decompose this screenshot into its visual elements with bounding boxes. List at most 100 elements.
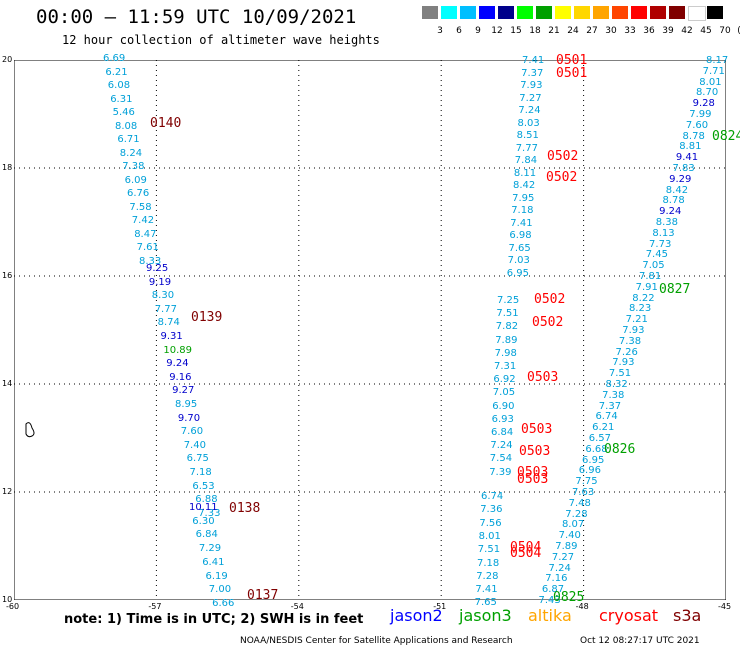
swh-value: 7.83: [672, 163, 695, 174]
swh-value: 7.73: [649, 238, 672, 250]
pass-label-0502b: 0502: [546, 170, 578, 185]
swh-value: 7.24: [490, 440, 513, 452]
color-scale-label: 12: [491, 26, 503, 36]
swh-value: 6.31: [110, 93, 133, 105]
pass-label-0501b: 0501: [556, 66, 588, 81]
swh-value: 8.03: [517, 117, 540, 129]
swh-value: 7.77: [515, 142, 538, 154]
swh-value: 8.11: [513, 167, 537, 179]
page-subtitle: 12 hour collection of altimeter wave hei…: [62, 33, 380, 47]
swh-value: 7.45: [645, 249, 668, 261]
y-tick-label: 12: [2, 487, 13, 496]
pass-label-0503e: 0503: [517, 472, 549, 487]
map-frame: [14, 60, 726, 600]
swh-value: 8.24: [119, 147, 143, 159]
swh-value: 6.74: [595, 411, 618, 423]
swh-value: 6.21: [105, 66, 128, 78]
swh-value: 7.39: [489, 466, 512, 478]
y-tick-label: 18: [2, 163, 13, 172]
swh-value: 8.47: [134, 228, 157, 240]
color-swatch: [574, 6, 590, 19]
swh-value: 7.27: [519, 92, 542, 104]
pass-label-0504b: 0504: [510, 546, 542, 561]
swh-value: 7.48: [568, 497, 591, 509]
swh-value: 10.89: [163, 344, 193, 356]
swh-value: 6.74: [481, 491, 504, 502]
color-scale-label: (ft): [734, 26, 740, 36]
swh-value: 7.65: [474, 597, 497, 609]
swh-value: 8.95: [175, 399, 198, 410]
legend-jason3: jason3: [459, 606, 512, 625]
swh-value: 7.40: [558, 530, 581, 542]
swh-value: 10.11: [189, 502, 218, 513]
x-tick-label: -45: [718, 602, 732, 611]
y-tick-label: 20: [2, 55, 13, 64]
color-scale-label: 24: [567, 26, 579, 36]
swh-value: 7.18: [511, 205, 534, 216]
legend-altika: altika: [528, 606, 572, 625]
swh-value: 7.63: [572, 487, 595, 498]
swh-value: 8.38: [655, 217, 679, 228]
swh-value: 9.24: [659, 206, 682, 218]
swh-value: 7.93: [612, 357, 635, 369]
x-tick-label: -48: [575, 602, 589, 611]
swh-value: 7.93: [622, 325, 645, 336]
swh-value: 7.26: [615, 346, 638, 358]
swh-value: 7.95: [512, 192, 535, 204]
swh-value: 5.46: [112, 107, 135, 118]
swh-value: 7.31: [494, 361, 517, 372]
color-swatch: [536, 6, 552, 19]
page-title: 00:00 — 11:59 UTC 10/09/2021: [36, 6, 357, 28]
swh-value: 7.18: [189, 467, 212, 478]
swh-value: 8.08: [115, 120, 138, 132]
y-tick-label: 16: [2, 271, 13, 280]
color-scale-label: 6: [456, 26, 462, 36]
swh-value: 7.77: [154, 303, 177, 315]
pass-label-0140: 0140: [150, 116, 182, 131]
swh-value: 8.23: [628, 303, 652, 315]
legend-s3a: s3a: [673, 606, 702, 625]
pass-label-0502d: 0502: [532, 315, 564, 330]
swh-value: 9.41: [675, 152, 699, 164]
swh-value: 7.60: [180, 426, 204, 438]
pass-label-0138: 0138: [229, 501, 261, 516]
swh-value: 6.30: [192, 515, 215, 527]
swh-value: 8.42: [513, 180, 536, 191]
color-scale-label: 18: [529, 26, 541, 36]
swh-value: 7.56: [479, 517, 502, 529]
swh-value: 7.00: [208, 584, 232, 596]
swh-value: 7.89: [495, 334, 518, 346]
swh-value: 7.38: [122, 161, 145, 172]
swh-value: 8.13: [652, 227, 675, 239]
pass-label-0503a: 0503: [527, 370, 559, 385]
swh-value: 8.74: [157, 317, 180, 329]
swh-value: 8.32: [605, 379, 628, 390]
swh-value: 7.27: [551, 551, 575, 563]
swh-value: 6.53: [192, 480, 215, 492]
color-swatch: [422, 6, 438, 19]
pass-label-0501a: 0501: [556, 53, 588, 68]
swh-value: 8.51: [516, 130, 539, 141]
swh-value: 6.68: [585, 443, 608, 455]
swh-value: 7.41: [475, 584, 498, 596]
color-swatch: [593, 6, 609, 19]
swh-value: 6.09: [124, 174, 147, 186]
swh-value: 8.33: [139, 255, 162, 267]
swh-value: 7.54: [489, 453, 513, 465]
island-outline: [25, 422, 35, 438]
swh-value: 7.61: [136, 242, 159, 253]
swh-value: 8.07: [561, 519, 585, 531]
color-scale-label: 15: [510, 26, 522, 36]
swh-value: 7.24: [518, 105, 541, 116]
color-swatch: [612, 6, 628, 19]
swh-value: 6.57: [588, 433, 612, 444]
swh-value: 9.31: [160, 331, 183, 342]
swh-value: 7.41: [522, 55, 545, 66]
swh-value: 7.65: [508, 242, 531, 254]
swh-value: 7.03: [507, 255, 530, 266]
swh-value: 6.75: [186, 453, 209, 465]
swh-value: 6.92: [493, 374, 516, 386]
swh-value: 9.24: [166, 358, 189, 370]
color-scale-label: 42: [681, 26, 693, 36]
swh-value: 7.29: [198, 543, 222, 555]
